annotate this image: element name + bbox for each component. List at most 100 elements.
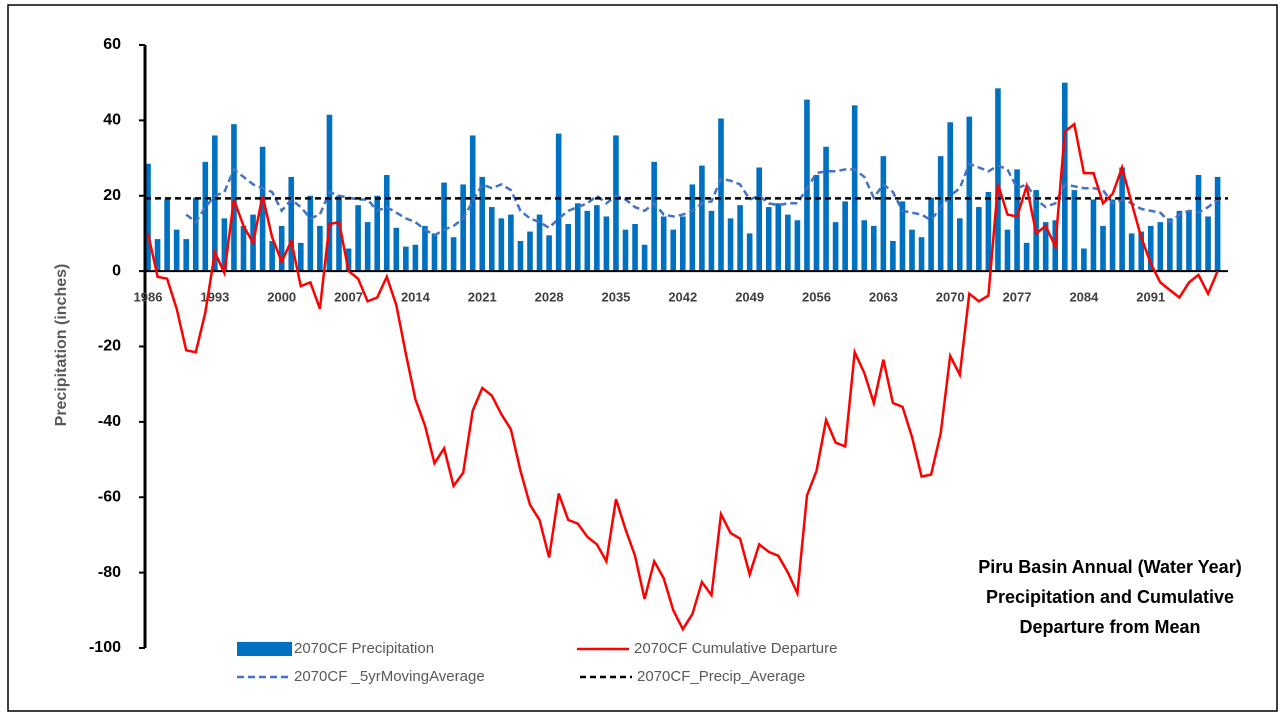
bar <box>345 248 352 272</box>
y-tick-label: 20 <box>103 187 121 204</box>
y-tick-label: -100 <box>89 639 121 656</box>
bar <box>622 229 629 272</box>
bar <box>403 246 409 272</box>
bar <box>861 220 868 272</box>
bar <box>680 216 686 272</box>
legend-label: 2070CF Precipitation <box>294 640 434 657</box>
bar <box>317 225 323 272</box>
y-tick-label: 60 <box>103 36 121 53</box>
bar <box>288 176 295 272</box>
bar <box>364 222 371 272</box>
bar <box>1195 175 1202 272</box>
x-tick-label: 2007 <box>334 290 363 305</box>
bar <box>746 233 753 272</box>
bar <box>660 216 667 272</box>
legend-label: 2070CF_Precip_Average <box>637 668 805 685</box>
bar <box>737 205 743 272</box>
bar <box>985 191 992 272</box>
x-tick-label: 2084 <box>1069 290 1099 305</box>
bar <box>231 124 237 272</box>
plot-area: -100 -80 -60 -40 -20 0 20 40 60 1986 1993 2000 2007 2… <box>89 36 1228 656</box>
bar <box>202 161 209 272</box>
bar <box>1119 167 1125 272</box>
line <box>185 162 1219 237</box>
legend-swatch <box>237 642 292 656</box>
x-tick-label: 2063 <box>869 290 898 305</box>
chart-title: Piru Basin Annual (Water Year) Precipita… <box>978 557 1242 637</box>
bar <box>1176 210 1183 272</box>
bar <box>154 239 161 272</box>
bar <box>450 237 457 272</box>
x-tick-label: 2056 <box>802 290 831 305</box>
bar <box>966 116 973 272</box>
bar <box>594 205 600 272</box>
x-tick-label: 1986 <box>134 290 163 305</box>
bar <box>603 216 610 272</box>
bar <box>240 225 247 272</box>
bar <box>1071 190 1078 272</box>
bar <box>164 199 170 272</box>
bar <box>880 156 887 272</box>
bar <box>1214 176 1221 272</box>
bar <box>1205 216 1211 272</box>
bar <box>689 184 696 272</box>
bar <box>536 214 543 272</box>
bar <box>1004 229 1011 272</box>
bar <box>298 242 304 272</box>
bar <box>871 225 877 272</box>
bar <box>775 203 782 272</box>
bar <box>1090 199 1097 272</box>
x-tick-label: 2049 <box>735 290 764 305</box>
bar <box>498 218 505 272</box>
bar <box>336 195 342 272</box>
x-tick-label: 2014 <box>401 290 431 305</box>
bar <box>1109 199 1116 272</box>
y-tick-label: -20 <box>98 338 121 355</box>
bar <box>469 135 476 272</box>
x-tick-label: 2070 <box>936 290 965 305</box>
legend-label: 2070CF Cumulative Departure <box>634 640 837 657</box>
bar <box>1042 222 1049 272</box>
bar <box>422 225 428 272</box>
bar <box>909 229 915 272</box>
y-axis-label: Precipitation (inches) <box>53 264 70 427</box>
bar <box>221 218 228 272</box>
bar <box>1100 225 1106 272</box>
bar <box>928 197 934 272</box>
bar <box>785 214 791 272</box>
x-tick-label: 1993 <box>200 290 229 305</box>
bar <box>584 210 591 272</box>
bar <box>699 165 705 272</box>
bar <box>1128 233 1135 272</box>
x-tick-label: 2021 <box>468 290 497 305</box>
bar <box>393 227 400 272</box>
bar <box>804 99 810 272</box>
bar <box>1186 210 1192 272</box>
bar <box>727 218 734 272</box>
bar <box>1023 242 1030 272</box>
bar <box>489 207 495 272</box>
y-tick-label: 40 <box>103 112 121 129</box>
bar <box>479 176 486 272</box>
bar <box>1138 231 1144 272</box>
bar <box>555 133 562 272</box>
bar <box>794 220 801 272</box>
bar <box>565 224 571 272</box>
bar <box>574 203 581 272</box>
bar <box>192 197 199 272</box>
bar <box>1062 82 1068 272</box>
bar <box>899 201 906 272</box>
x-tick-label: 2028 <box>535 290 564 305</box>
bar <box>641 244 648 272</box>
bar <box>355 205 361 272</box>
bar <box>431 233 438 272</box>
x-tick-label: 2077 <box>1003 290 1032 305</box>
bar <box>1147 225 1154 272</box>
x-tick-label: 2091 <box>1136 290 1165 305</box>
bar <box>383 175 390 272</box>
bar <box>765 207 772 272</box>
bar <box>632 224 638 272</box>
bar <box>1167 218 1173 272</box>
